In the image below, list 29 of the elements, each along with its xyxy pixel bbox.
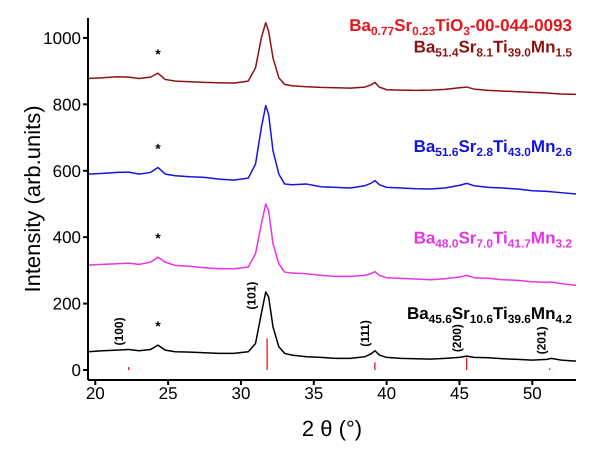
- y-axis-title: Intensity (arb.units): [20, 105, 45, 293]
- y-tick-label: 200: [52, 294, 81, 314]
- y-tick-label: 600: [52, 162, 81, 181]
- annotation: (201): [534, 326, 548, 354]
- annotation: (100): [112, 317, 126, 346]
- x-tick-label: 30: [231, 384, 250, 404]
- y-tick-label: 800: [52, 95, 81, 114]
- annotation: *: [155, 230, 162, 246]
- x-tick-label: 25: [158, 384, 178, 404]
- text: Ba$_{0.77}$Sr$_{0.23}$TiO$_{3}$-00-044-0093: [349, 16, 572, 38]
- y-tick-label: 1000: [43, 28, 81, 48]
- series-label: Ba$_{48.0}$Sr$_{7.0}$Ti$_{41.7}$Mn$_{3.2}$: [414, 228, 572, 251]
- x-axis-title: 2 θ (°): [302, 416, 362, 441]
- y-tick-label: 400: [52, 228, 81, 248]
- series-label: Ba$_{51.4}$Sr$_{8.1}$Ti$_{39.0}$Mn$_{1.5}$: [414, 37, 572, 60]
- annotation: *: [155, 140, 162, 156]
- annotation: *: [155, 318, 162, 334]
- x-tick-label: 45: [450, 384, 469, 404]
- x-tick-label: 50: [522, 384, 542, 404]
- x-tick-label: 20: [86, 384, 105, 404]
- annotation: (200): [450, 324, 464, 352]
- series-label: Ba$_{51.6}$Sr$_{2.8}$Ti$_{43.0}$Mn$_{2.6}$: [414, 137, 572, 160]
- y-tick-label: 0: [72, 361, 81, 380]
- annotation: (101): [244, 282, 259, 310]
- annotation: *: [155, 46, 162, 62]
- x-tick-label: 35: [304, 384, 324, 404]
- line-series: [88, 104, 576, 195]
- x-tick-label: 40: [377, 384, 396, 404]
- annotation: (111): [358, 320, 372, 347]
